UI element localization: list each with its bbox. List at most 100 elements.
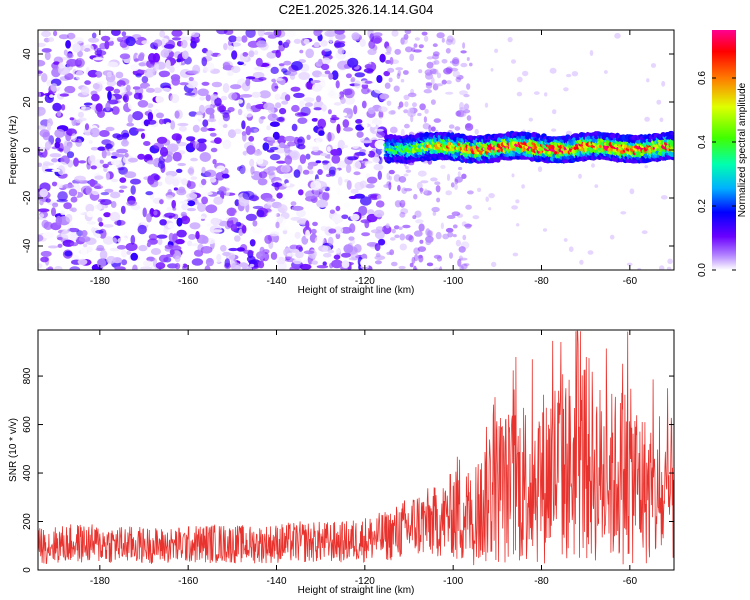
spectrogram-cell [75,119,83,124]
spectrogram-cell [60,210,66,216]
spectrogram-cell [337,139,345,150]
spectrogram-cell [315,160,322,164]
spectrogram-cell [296,209,306,218]
spectrogram-cell [166,194,173,200]
spectrogram-cell [38,125,47,130]
spectrogram-cell [446,215,456,219]
spectrogram-cell [294,112,307,117]
spectrogram-cell [458,166,463,171]
spectrogram-cell [399,233,406,241]
spectrogram-cell [413,230,423,237]
spectrogram-cell [74,210,85,215]
spectrogram-cell [56,110,62,117]
spectrogram-cell [335,168,340,179]
spectrogram-cell [243,249,255,255]
spectrogram-cell [173,62,181,72]
spectrogram-cell [204,265,211,270]
x-tick-label: -160 [178,576,198,587]
spectrogram-cell [425,72,433,80]
spectrogram-cell [388,110,396,115]
spectrogram-cell [369,33,375,42]
spectrogram-cell [305,153,311,160]
spectrogram-cell [111,30,121,36]
spectrogram-cell [132,111,144,121]
spectrogram-cell [400,37,405,45]
spectrogram-cell [99,130,110,137]
spectrogram-cell [299,154,307,165]
spectrogram-cell [217,53,229,61]
spectrogram-cell [57,165,66,176]
spectrogram-cell [298,72,310,80]
spectrogram-cell [455,239,461,247]
spectrogram-cell [59,93,69,97]
spectrogram-cell [353,93,364,100]
spectrogram-cell [96,244,105,251]
spectrogram-cell [240,94,253,98]
spectrogram-cell [245,152,257,162]
spectrogram-cell [403,94,410,101]
spectrogram-cell [626,262,633,266]
spectrogram-cell [177,162,186,167]
spectrogram-cell [65,213,73,223]
spectrogram-cell [347,156,359,161]
spectrogram-cell [659,117,664,123]
spectrogram-cell [106,79,117,87]
spectrogram-cell [329,209,335,214]
spectrogram-cell [361,232,370,237]
spectrogram-cell [423,89,432,94]
spectrogram-cell [349,223,356,234]
spectrogram-cell [378,238,386,246]
spectrogram-cell [293,92,305,98]
spectrogram-cell [299,263,312,270]
spectrogram-cell [333,254,341,260]
spectrogram-cell [528,117,533,122]
spectrogram-cell [146,213,152,223]
spectrogram-cell [407,107,415,115]
spectrogram-cell [228,247,239,252]
spectrogram-cell [418,44,424,49]
spectrogram-cell [454,126,461,131]
spectrogram-cell [289,150,301,161]
spectrogram-cell [351,141,360,149]
spectrogram-cell [521,184,525,189]
spectrogram-cell [666,266,672,270]
spectrogram-cell [342,119,350,128]
spectrogram-cell [311,118,319,122]
spectrogram-cell [281,100,289,105]
spectrogram-cell [72,43,81,53]
spectrogram-cell [354,72,366,78]
spectrogram-cell [290,201,297,207]
spectrogram-cell [385,182,390,188]
spectrogram-cell [423,116,427,123]
spectrogram-cell [252,227,263,234]
spectrogram-cell [650,63,657,68]
spectrogram-cell [116,245,127,250]
figure-title: C2E1.2025.326.14.14.G04 [279,2,434,17]
spectrogram-cell [66,32,76,40]
spectrogram-cell [457,258,462,267]
spectrogram-cell [463,223,473,228]
spectrogram-cell [214,137,222,145]
spectrogram-cell [148,53,156,63]
spectrogram-cell [377,117,386,121]
spectrogram-cell [284,155,293,165]
spectrogram-cell [466,115,472,121]
spectrogram-cell [302,169,310,175]
spectrogram-cell [275,102,282,109]
spectrogram-cell [400,78,405,83]
spectrogram-cell [133,58,140,62]
spectrogram-cell [291,205,304,211]
spectrogram-cell [376,195,382,200]
spectrogram-cell [327,109,332,115]
spectrogram-cell [239,164,246,175]
spectrogram-cell [414,210,422,218]
spectrogram-cell [303,38,310,45]
spectrogram-cell [269,153,281,161]
spectrogram-cell [156,136,168,144]
spectrogram-cell [266,136,275,141]
spectrogram-cell [293,38,302,44]
spectrogram-cell [242,190,255,200]
spectrogram-cell [463,109,471,114]
spectrogram-cell [171,199,176,209]
spectrogram-cell [451,58,460,67]
